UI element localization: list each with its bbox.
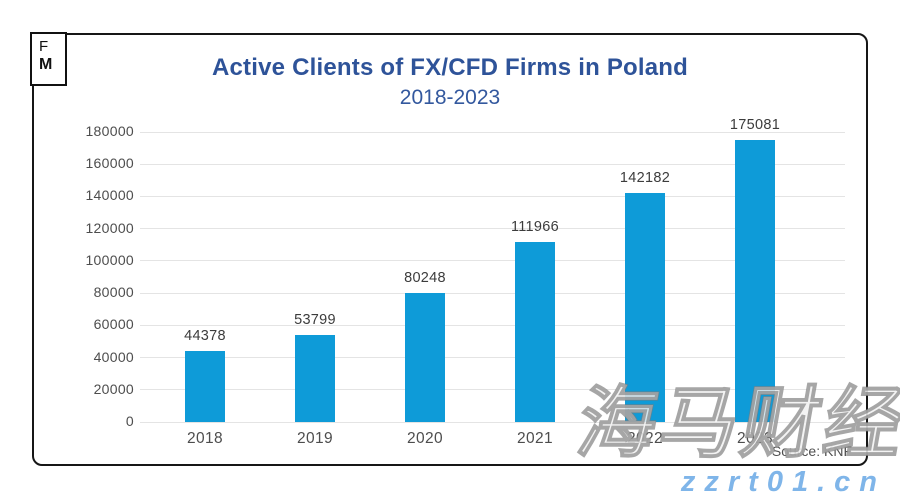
x-tick-label-2020: 2020 (406, 430, 444, 447)
y-tick-label-40000: 40000 (93, 348, 134, 365)
y-tick-label-120000: 120000 (85, 219, 134, 236)
x-tick-label-2023: 2023 (736, 430, 774, 447)
chart-title: Active Clients of FX/CFD Firms in Poland (211, 54, 689, 81)
bar-2022 (625, 192, 665, 422)
chart-subtitle: 2018-2023 (399, 86, 501, 109)
bar-2019 (295, 335, 335, 422)
gridline-40000 (140, 357, 845, 359)
chart-border-box (32, 33, 868, 466)
gridline-140000 (140, 195, 845, 197)
bar-2018 (185, 350, 225, 422)
y-axis: 0 20000 40000 60000 80000 100000 120000 140000 1… (28, 123, 134, 429)
x-tick-label-2022: 2022 (626, 430, 664, 447)
x-tick-label-2019: 2019 (296, 430, 334, 447)
fm-logo-letter-f: F (39, 38, 49, 55)
plot-area: 44378 2018 53799 2019 80248 2020 111966 2021 142… (140, 117, 845, 447)
bar-value-label-2021: 111966 (510, 218, 560, 235)
bar-value-label-2022: 142182 (619, 169, 671, 186)
fm-logo-letter-m: M (39, 55, 53, 73)
y-tick-label-60000: 60000 (93, 316, 134, 333)
bar-value-label-2018: 44378 (184, 327, 226, 344)
gridline-160000 (140, 163, 845, 165)
gridline-180000 (140, 131, 845, 133)
gridline-120000 (140, 228, 845, 230)
y-tick-label-160000: 160000 (85, 155, 134, 172)
bar-2020 (405, 292, 445, 422)
bar-value-label-2020: 80248 (404, 269, 446, 286)
gridline-100000 (140, 260, 845, 262)
y-tick-label-80000: 80000 (93, 284, 134, 301)
gridline-20000 (140, 389, 845, 391)
gridline-80000 (140, 292, 845, 294)
watermark-url: zzrt01.cn (680, 466, 886, 498)
bar-value-label-2019: 53799 (294, 312, 336, 329)
gridline-60000 (140, 324, 845, 326)
x-tick-label-2021: 2021 (516, 430, 554, 447)
bar-2021 (515, 241, 555, 422)
fm-logo: F M (30, 32, 67, 86)
bar-value-label-2023: 175081 (729, 116, 781, 133)
y-tick-label-140000: 140000 (85, 187, 134, 204)
x-tick-label-2018: 2018 (186, 430, 224, 447)
y-tick-label-20000: 20000 (93, 380, 134, 397)
gridline-0 (140, 421, 845, 423)
source-note: Source: KNF (771, 443, 852, 459)
bar-2023 (735, 139, 775, 422)
y-tick-label-0: 0 (125, 413, 134, 429)
y-tick-label-100000: 100000 (85, 251, 134, 268)
y-tick-label-180000: 180000 (85, 123, 134, 139)
